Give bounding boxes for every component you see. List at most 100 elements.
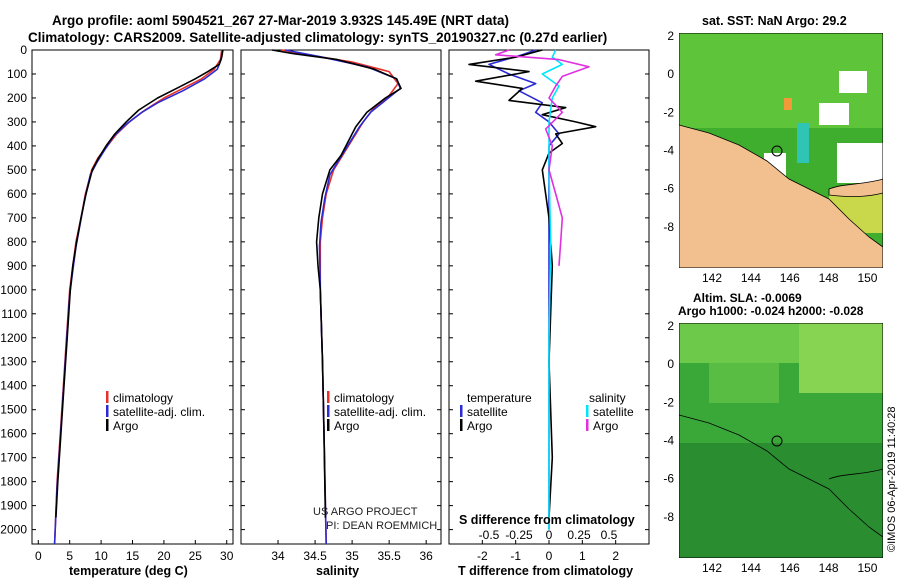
series-line-t-argo [468, 49, 597, 518]
map-lat-tick: -2 [663, 395, 674, 409]
depth-tick-label: 600 [7, 187, 27, 201]
map-top-argo-marker [771, 145, 783, 157]
salinity-legend: climatology satellite-adj. clim. Argo US… [313, 391, 437, 532]
temperature-x-ticks: 0 5 10 15 20 25 30 [35, 540, 234, 563]
map-lon-tick: 150 [857, 271, 877, 285]
diff-legend-swatch-t-argo [460, 419, 463, 431]
map-lon-tick: 150 [857, 561, 877, 575]
map-bottom-coast-2 [828, 468, 883, 480]
map-top-nodata-3 [819, 103, 849, 125]
map-lon-tick: 148 [819, 271, 839, 285]
depth-tick-label: 1700 [0, 451, 27, 465]
map-lon-tick: 144 [741, 271, 761, 285]
diff-legend-title-temperature: temperature [467, 391, 532, 405]
map-lat-tick: -2 [663, 105, 674, 119]
diff-legend-swatch-t-satellite [460, 405, 463, 417]
salinity-panel [240, 49, 442, 545]
s-tick-label: 0 [546, 528, 553, 542]
map-bottom-y-ticks: 2 0 -2 -4 -6 -8 [663, 319, 674, 524]
series-line-argo [55, 49, 224, 518]
copyright-stamp: ©IMOS 06-Apr-2019 11:40:28 [886, 407, 898, 552]
map-lat-tick: -6 [663, 472, 674, 486]
x-tick-label: 0 [546, 549, 553, 563]
x-tick-label: 0 [35, 549, 42, 563]
depth-axis: 0 100 200 300 400 500 600 700 800 900 1000 1100 1200… [0, 43, 649, 537]
x-tick-label: 5 [66, 549, 73, 563]
map-lon-tick: 146 [780, 271, 800, 285]
legend-label-satellite: satellite-adj. clim. [113, 405, 205, 419]
map-lat-tick: -8 [663, 220, 674, 234]
sal-legend-swatch-argo [327, 419, 330, 431]
legend-swatch-satellite [106, 405, 109, 417]
x-tick-label: 36 [420, 549, 434, 563]
sal-legend-label-climatology: climatology [334, 391, 394, 405]
diff-legend-label-s-argo: Argo [593, 419, 619, 433]
depth-tick-label: 200 [7, 91, 27, 105]
map-bottom-argo-marker [771, 435, 783, 447]
legend-swatch-climatology [106, 391, 109, 403]
depth-tick-label: 1800 [0, 475, 27, 489]
map-top-land-newbritain [828, 178, 883, 198]
sal-legend-swatch-satellite [327, 405, 330, 417]
diff-legend-swatch-s-argo [586, 419, 589, 431]
series-line-argo [271, 49, 402, 518]
x-tick-label: 34.5 [303, 549, 327, 563]
map-top-title: sat. SST: NaN Argo: 29.2 [702, 14, 847, 28]
depth-tick-label: 400 [7, 139, 27, 153]
map-top [679, 33, 883, 268]
depth-tick-label: 1000 [0, 283, 27, 297]
difference-series [468, 49, 597, 530]
sal-legend-swatch-climatology [327, 391, 330, 403]
salinity-x-ticks: 34 34.5 35 35.5 36 [271, 540, 433, 563]
map-top-nodata-1 [839, 71, 867, 93]
map-lat-tick: -6 [663, 182, 674, 196]
x-tick-label: 20 [157, 549, 171, 563]
map-lat-tick: -4 [663, 434, 674, 448]
temperature-series [53, 49, 224, 545]
diff-legend-swatch-s-satellite [586, 405, 589, 417]
x-tick-label: 15 [126, 549, 140, 563]
depth-tick-label: 1300 [0, 355, 27, 369]
depth-tick-label: 300 [7, 115, 27, 129]
map-bottom-sea-light-3 [709, 363, 779, 403]
salinity-xlabel: salinity [316, 564, 359, 578]
credit-project: US ARGO PROJECT [313, 506, 418, 518]
depth-tick-label: 100 [7, 67, 27, 81]
x-tick-label: 10 [94, 549, 108, 563]
difference-x-ticks: -2 -1 0 1 2 [477, 540, 619, 563]
s-tick-label: 0.25 [567, 528, 591, 542]
legend-swatch-argo [106, 419, 109, 431]
x-tick-label: 2 [612, 549, 619, 563]
map-lat-tick: 0 [667, 67, 674, 81]
x-tick-label: -1 [510, 549, 521, 563]
map-lat-tick: 2 [667, 29, 674, 43]
difference-xlabel: T difference from climatology [458, 564, 633, 578]
title-line-1: Argo profile: aoml 5904521_267 27-Mar-20… [52, 13, 509, 28]
map-top-sea-patch-orange [784, 98, 792, 110]
x-tick-label: 34 [271, 549, 285, 563]
depth-tick-label: 1900 [0, 499, 27, 513]
map-bottom-coast [679, 414, 883, 538]
temperature-panel [31, 49, 234, 545]
diff-legend-title-salinity: salinity [589, 391, 626, 405]
legend-label-climatology: climatology [113, 391, 173, 405]
x-tick-label: 35.5 [377, 549, 401, 563]
depth-tick-label: 1100 [1, 307, 27, 321]
series-line-s-argo [494, 49, 590, 266]
depth-tick-label: 800 [7, 235, 27, 249]
s-tick-label: 0.5 [601, 528, 618, 542]
depth-tick-label: 2000 [0, 523, 27, 537]
depth-tick-label: 1200 [0, 331, 27, 345]
map-top-land-png [679, 124, 883, 268]
difference-legend: temperature salinity satellite Argo sate… [460, 391, 634, 433]
title-line-2: Climatology: CARS2009. Satellite-adjuste… [28, 30, 607, 45]
map-bottom-sea-light-1 [679, 323, 799, 363]
depth-tick-label: 1400 [0, 379, 27, 393]
difference-s-ticks: -0.5 -0.25 0 0.25 0.5 [479, 528, 618, 542]
map-top-x-ticks: 142 144 146 148 150 [702, 271, 878, 285]
map-lat-tick: -8 [663, 510, 674, 524]
x-tick-label: 30 [220, 549, 234, 563]
depth-tick-label: 0 [20, 43, 27, 57]
series-line-s-satellite [541, 49, 564, 530]
